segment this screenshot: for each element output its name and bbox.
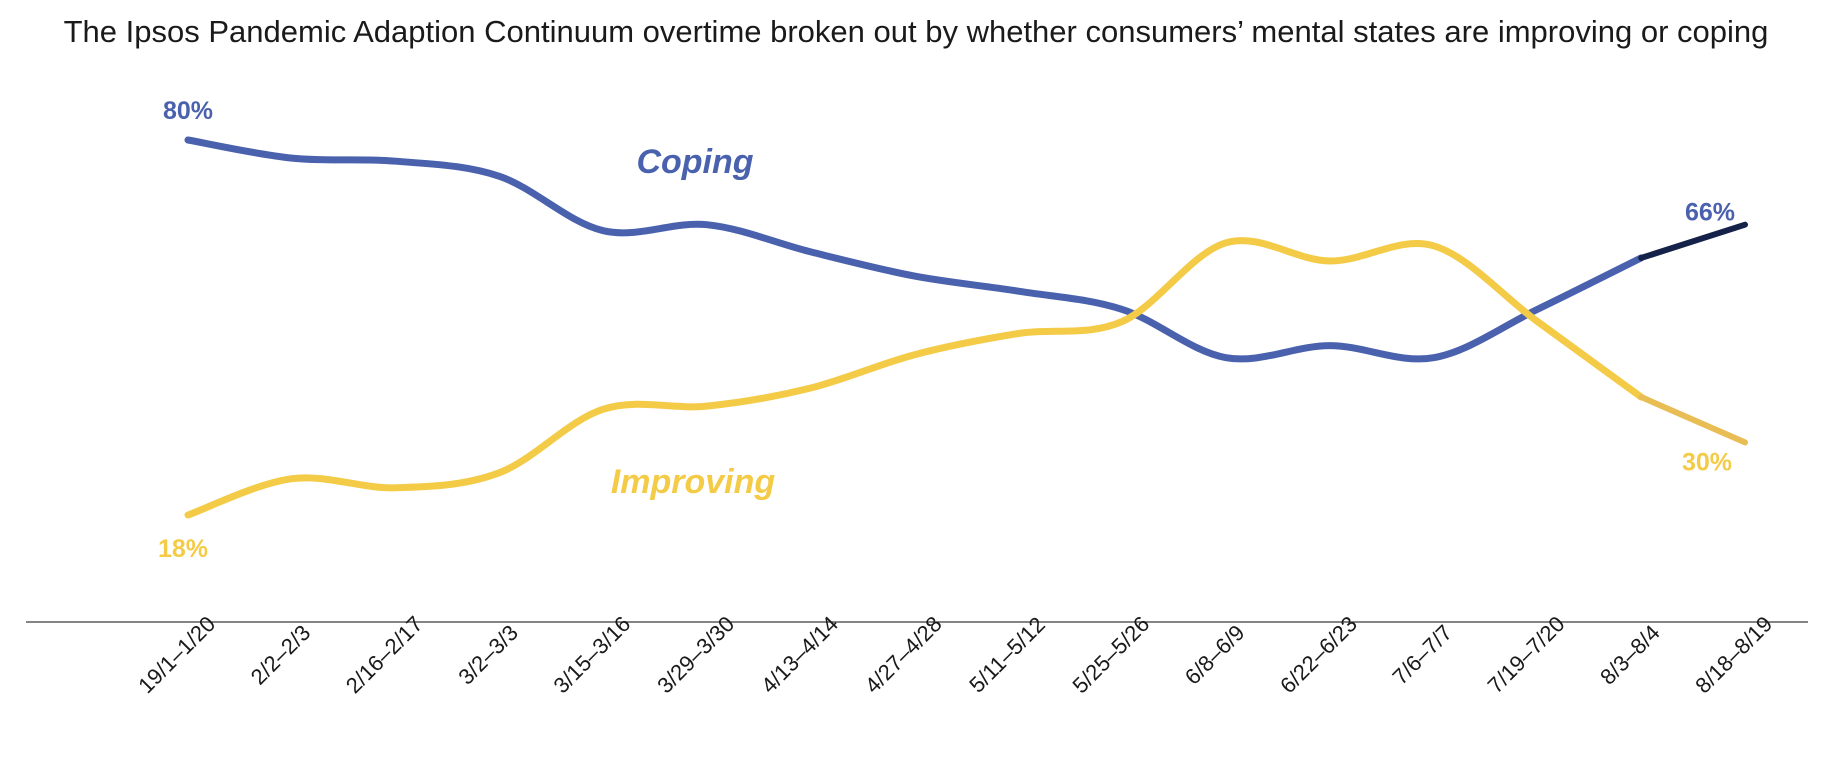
coping-value-label-15: 66% [1685,199,1735,227]
chart-title: The Ipsos Pandemic Adaption Continuum ov… [63,14,1769,49]
x-tick-label: 19/1–1/20 [133,611,220,698]
labels-layer: Coping 80% 66% Improving 18% 30% [158,97,1735,563]
x-tick-label: 7/19–7/20 [1483,611,1570,698]
coping-last-segment [1638,221,1748,261]
improving-value-label-15: 30% [1682,448,1732,476]
x-tick-label: 7/6–7/7 [1388,620,1458,690]
improving-series-line [184,237,1645,519]
x-tick-label: 8/18–8/19 [1690,611,1777,698]
x-tick-label: 4/27–4/28 [860,611,947,698]
improving-value-label-0: 18% [158,535,208,563]
x-tick-label: 3/15–3/16 [548,611,635,698]
x-tick-label: 2/2–2/3 [246,620,316,690]
x-tick-labels: 19/1–1/20 2/2–2/3 2/16–2/17 3/2–3/3 3/15–3/1… [133,611,1777,698]
x-tick-label: 2/16–2/17 [341,611,428,698]
x-tick-label: 4/13–4/14 [756,611,843,698]
x-tick-label: 6/22–6/23 [1275,611,1362,698]
series-layer [184,136,1748,519]
x-tick-label: 3/29–3/30 [652,611,739,698]
x-tick-label: 6/8–6/9 [1180,620,1250,690]
x-tick-label: 5/25–5/26 [1067,611,1154,698]
coping-series-line [184,136,1645,363]
x-tick-label: 3/2–3/3 [453,620,523,690]
x-tick-label: 5/11–5/12 [964,612,1050,698]
improving-series-name: Improving [611,463,776,501]
improving-last-segment [1638,394,1748,446]
x-tick-label: 8/3–8/4 [1595,620,1665,690]
coping-series-name: Coping [636,143,753,181]
coping-value-label-0: 80% [163,97,213,125]
